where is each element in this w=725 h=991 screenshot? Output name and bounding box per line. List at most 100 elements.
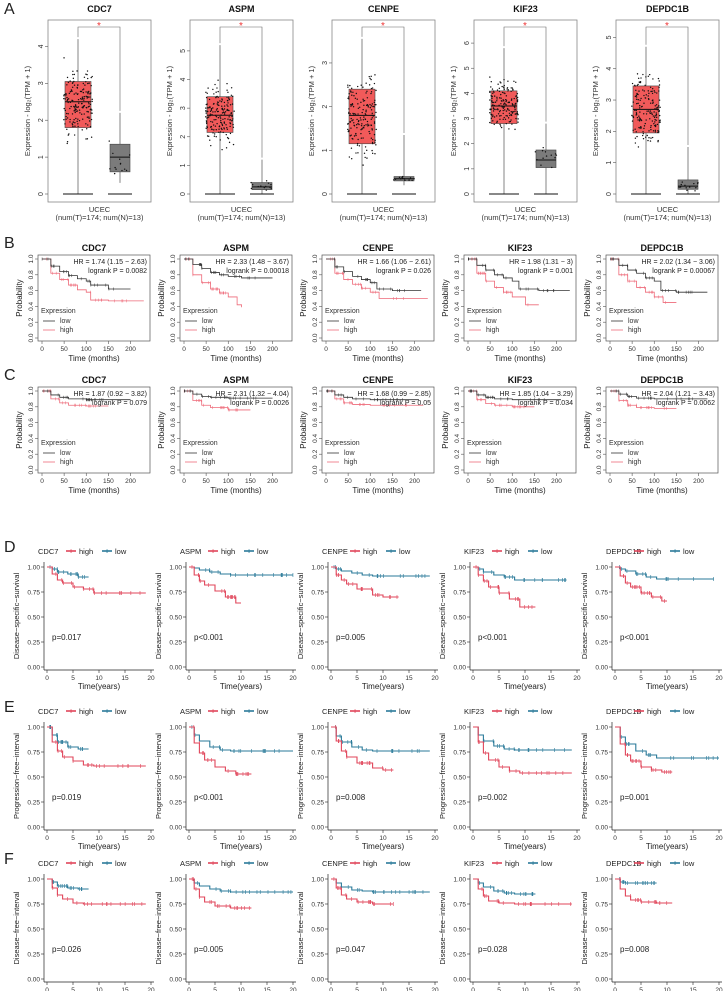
tumor-point — [219, 116, 221, 118]
survival-curve-high — [473, 878, 572, 905]
tumor-point — [74, 122, 76, 124]
tumor-point — [220, 122, 223, 124]
x-tick-label: 20 — [289, 835, 297, 842]
legend-label-low: low — [541, 707, 553, 716]
tumor-point — [221, 98, 223, 100]
tumor-point — [505, 104, 507, 106]
y-tick-label: 0.2 — [28, 317, 35, 326]
normal-point — [392, 179, 395, 181]
tumor-point — [89, 125, 92, 128]
y-tick-label: 0.00 — [169, 977, 182, 984]
tumor-point — [491, 88, 494, 90]
tumor-point — [650, 112, 653, 114]
x-tick-label: 5 — [71, 675, 75, 682]
legend-label-low: low — [683, 707, 695, 716]
x-tick-label: 15 — [121, 987, 129, 991]
tumor-point — [83, 97, 85, 100]
tumor-point — [63, 119, 65, 121]
tumor-point — [637, 77, 640, 80]
tumor-point — [352, 112, 354, 115]
legend-plus-low: + — [389, 709, 393, 716]
legend-title: Expression — [325, 440, 360, 447]
y-tick-label: 0.50 — [453, 615, 466, 622]
legend-gene: ASPM — [180, 859, 201, 868]
tumor-point — [371, 141, 374, 144]
normal-box — [535, 149, 557, 168]
tumor-point — [87, 91, 89, 94]
survival-d-aspm: ASPM + high + low 0.00 0.25 0.50 0.75 1.00 0 5 10 15 2… — [154, 547, 297, 691]
tumor-point — [495, 108, 497, 111]
tumor-point — [511, 87, 514, 89]
legend-plus-high: + — [495, 709, 499, 716]
km-curve-high — [184, 390, 251, 411]
tumor-point — [65, 115, 67, 118]
plot-frame — [605, 254, 719, 342]
tumor-point — [637, 146, 640, 148]
x-tick-label: 15 — [263, 835, 271, 842]
tumor-point — [654, 91, 656, 93]
legend-label-low: low — [541, 547, 553, 556]
y-tick-label: 0.00 — [453, 977, 466, 984]
tumor-point — [632, 101, 634, 103]
normal-point — [541, 150, 544, 152]
tumor-point — [503, 84, 505, 87]
tumor-point — [231, 115, 233, 118]
tumor-point — [349, 135, 351, 137]
tumor-point — [66, 99, 68, 102]
tumor-point — [496, 100, 498, 102]
legend-plus-low: + — [673, 549, 677, 556]
tumor-point — [72, 125, 74, 128]
significance-star: * — [239, 21, 243, 32]
hr-label: HR = 2.04 (1.21 − 3.43) — [641, 391, 715, 398]
km-c-depdc1b: DEPDC1B 0.0 0.2 0.4 0.6 0.8 1.0 0 50 100 150 200 Tim… — [583, 375, 719, 495]
y-axis-label: Expression - log₂(TPM + 1) — [307, 65, 316, 156]
tumor-point — [498, 110, 501, 113]
tumor-point — [213, 102, 215, 105]
y-tick-label: 1.00 — [169, 725, 182, 732]
tumor-point — [644, 84, 646, 87]
tumor-point — [647, 75, 650, 77]
normal-point — [534, 151, 537, 153]
tumor-point — [87, 92, 89, 95]
y-axis-label: Disease−free−interval — [438, 891, 447, 964]
tumor-point — [515, 81, 517, 83]
legend-plus-high: + — [353, 549, 357, 556]
tumor-point — [644, 122, 646, 125]
tumor-point — [499, 118, 501, 121]
tumor-point — [213, 133, 216, 135]
tumor-point — [353, 114, 355, 116]
tumor-point — [353, 95, 355, 97]
tumor-point — [356, 144, 359, 146]
tumor-point — [653, 90, 655, 92]
tumor-point — [226, 128, 229, 130]
tumor-point — [651, 92, 654, 95]
tumor-point — [507, 108, 509, 111]
y-tick-label: 0.50 — [27, 775, 40, 782]
x-tick-label: 150 — [671, 478, 682, 485]
tumor-point — [636, 93, 639, 96]
legend-label-high: high — [344, 459, 357, 466]
p-value-label: p=0.008 — [336, 793, 366, 802]
x-tick-label: 100 — [649, 346, 660, 353]
tumor-point — [66, 96, 68, 99]
tumor-point — [207, 87, 209, 89]
tumor-point — [82, 82, 85, 85]
tumor-point — [356, 118, 358, 121]
significance-bracket — [361, 26, 405, 134]
tumor-point — [653, 124, 656, 127]
boxplot-depdc1b: DEPDC1B 0 1 2 3 4 5 Expression - log₂(TPM + 1) *… — [591, 4, 720, 222]
tumor-point — [76, 70, 78, 72]
tumor-point — [493, 116, 496, 118]
tumor-point — [88, 105, 90, 108]
x-tick-label: 0 — [40, 346, 44, 353]
y-tick-label: 0.0 — [312, 333, 319, 342]
tumor-point — [67, 98, 70, 100]
y-tick-label: 0.6 — [312, 286, 319, 295]
legend-title: Expression — [467, 440, 502, 447]
p-value-label: p=0.026 — [52, 945, 82, 954]
tumor-point — [642, 89, 644, 91]
y-tick-label: 5 — [180, 49, 187, 53]
tumor-point — [635, 109, 637, 112]
tumor-point — [651, 88, 654, 90]
tumor-point — [216, 87, 218, 89]
